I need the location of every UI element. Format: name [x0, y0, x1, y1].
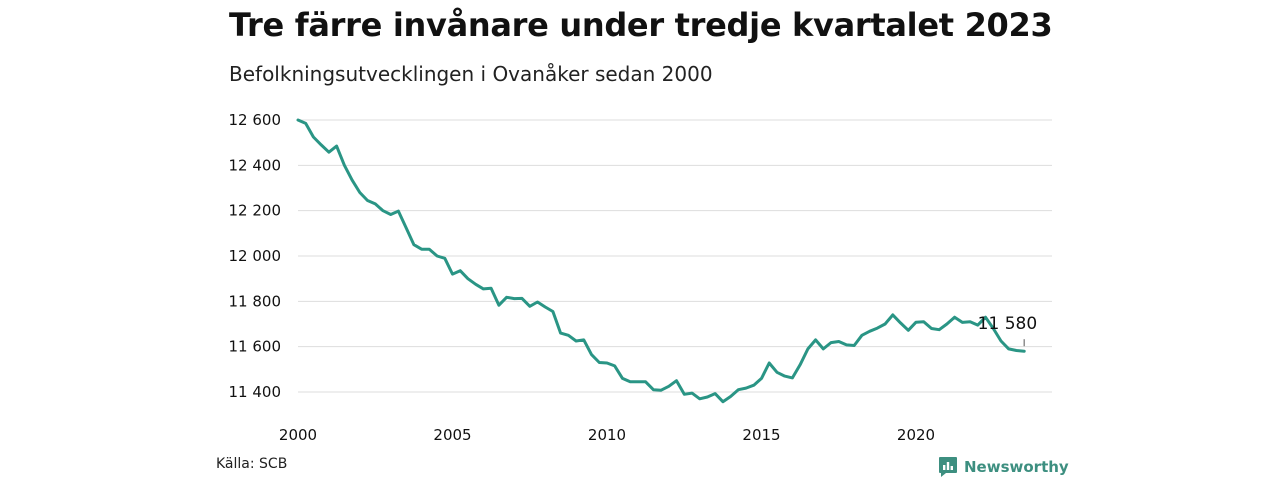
- y-tick-label: 12 400: [229, 156, 282, 174]
- newsworthy-logo-icon: [939, 457, 957, 477]
- y-tick-label: 12 600: [229, 111, 282, 129]
- y-tick-label: 12 200: [229, 202, 282, 220]
- x-tick-label: 2015: [742, 426, 780, 444]
- series-line: [296, 118, 1026, 404]
- x-axis-ticks: 2000 2005 2010 2015 2020: [279, 426, 935, 444]
- y-tick-label: 11 800: [229, 292, 282, 310]
- chart-title: Tre färre invånare under tredje kvartale…: [229, 6, 1053, 44]
- x-tick-label: 2000: [279, 426, 317, 444]
- y-tick-label: 12 000: [229, 247, 282, 265]
- gridlines: [298, 119, 1052, 393]
- y-tick-label: 11 400: [229, 383, 282, 401]
- x-tick-label: 2020: [897, 426, 935, 444]
- x-tick-label: 2010: [588, 426, 626, 444]
- brand-logo: Newsworthy: [938, 456, 1069, 478]
- source-note: Källa: SCB: [216, 456, 288, 472]
- series-group: [296, 118, 1026, 404]
- end-annotation: 11 580: [978, 314, 1037, 347]
- y-axis-ticks: 12 600 12 400 12 200 12 000 11 800 11 600 11 4…: [229, 111, 282, 401]
- brand-name: Newsworthy: [964, 458, 1069, 476]
- x-tick-label: 2005: [433, 426, 471, 444]
- y-tick-label: 11 600: [229, 338, 282, 356]
- chart-subtitle: Befolkningsutvecklingen i Ovanåker sedan…: [229, 62, 713, 86]
- end-value-label: 11 580: [978, 314, 1037, 334]
